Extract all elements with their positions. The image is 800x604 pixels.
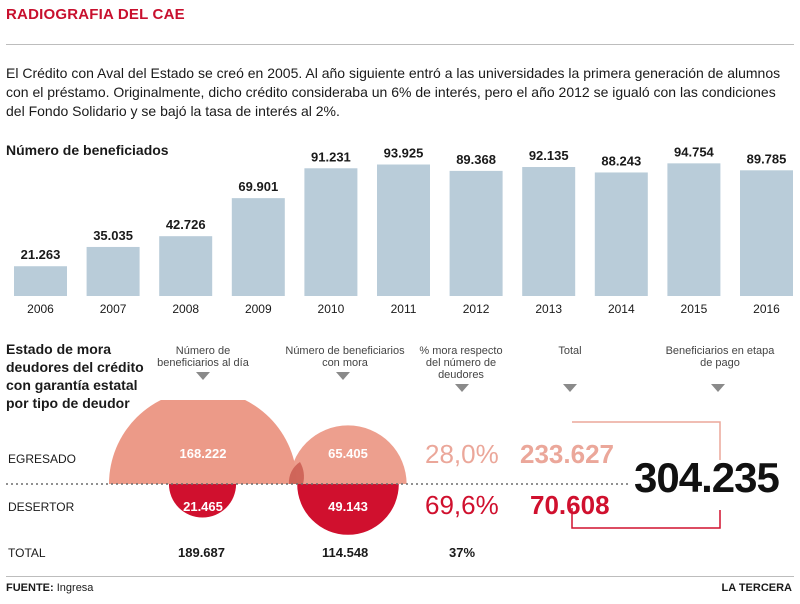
label-desertor-al-dia: 21.465: [183, 499, 223, 514]
bar-2010: [304, 168, 358, 296]
bar-2008: [159, 236, 213, 296]
bar-value-label: 69.901: [238, 179, 278, 194]
col-head-pct: % mora respecto del número de deudores: [419, 345, 503, 381]
divider: [6, 44, 794, 45]
x-tick-label: 2014: [608, 302, 635, 316]
grand-total: 304.235: [634, 454, 780, 501]
divider: [6, 576, 794, 577]
bar-2012: [449, 170, 503, 296]
chart-title: RADIOGRAFIA DEL CAE: [6, 6, 185, 23]
bar-value-label: 89.785: [747, 151, 787, 166]
bracket-desertor: [571, 508, 721, 529]
total-al-dia: 189.687: [178, 545, 225, 560]
bar-value-label: 35.035: [93, 228, 133, 243]
col-head-al-dia: Número de beneficiarios al día: [157, 345, 249, 369]
x-tick-label: 2011: [391, 302, 417, 316]
arrow-down-icon: [455, 384, 469, 392]
semicircle-egresado-al-dia: [109, 400, 297, 484]
mora-chart: 168.222 65.405 21.465 49.143: [6, 400, 721, 535]
semicircle-egresado-mora: [289, 425, 407, 484]
bar-value-label: 88.243: [601, 153, 641, 168]
bar-2007: [86, 246, 140, 296]
label-egresado-al-dia: 168.222: [180, 446, 227, 461]
source-name: Ingresa: [56, 582, 94, 594]
label-egresado-mora: 65.405: [328, 446, 368, 461]
bar-value-label: 94.754: [674, 144, 715, 159]
bar-value-label: 93.925: [384, 146, 424, 161]
pct-egresado: 28,0%: [425, 439, 499, 469]
bar-value-label: 21.263: [21, 247, 61, 262]
col-head-mora: Número de beneficiarios con mora: [285, 345, 405, 369]
total-pct: 37%: [449, 545, 476, 560]
source-label: FUENTE:: [6, 582, 54, 594]
bracket-egresado: [572, 421, 721, 460]
bar-value-label: 91.231: [311, 149, 351, 164]
bar-chart: 21.263 2006 35.035 2007 42.726 2008 69.901 2009…: [14, 144, 793, 316]
total-desertor: 70.608: [530, 490, 610, 520]
row-label-desertor: DESERTOR: [8, 500, 75, 514]
row-label-total: TOTAL: [8, 546, 46, 560]
col-head-etapa-pago: Beneficiarios en etapa de pago: [665, 345, 775, 369]
bar-chart-title: Número de beneficiados: [6, 142, 169, 158]
arrow-down-icon: [711, 384, 725, 392]
pct-desertor: 69,6%: [425, 490, 499, 520]
total-egresado: 233.627: [520, 439, 614, 469]
brand-logo: LA TERCERA: [721, 582, 792, 594]
overlap-area: [288, 462, 304, 484]
bar-2006: [14, 266, 67, 296]
x-tick-label: 2006: [27, 302, 54, 316]
total-mora: 114.548: [322, 545, 369, 560]
x-tick-label: 2008: [172, 302, 199, 316]
semicircle-desertor-al-dia: [168, 484, 237, 518]
semicircle-desertor-mora: [297, 484, 399, 535]
arrow-down-icon: [336, 372, 350, 380]
bar-2015: [667, 163, 721, 296]
arrow-down-icon: [196, 372, 210, 380]
col-head-total: Total: [558, 345, 582, 357]
x-tick-label: 2010: [318, 302, 345, 316]
row-label-egresado: EGRESADO: [8, 452, 77, 466]
bar-value-label: 89.368: [456, 152, 496, 167]
x-tick-label: 2016: [753, 302, 780, 316]
intro-text: El Crédito con Aval del Estado se creó e…: [6, 65, 781, 119]
bar-2013: [522, 167, 576, 296]
label-desertor-mora: 49.143: [328, 499, 368, 514]
source-note: FUENTE: Ingresa: [6, 582, 93, 594]
x-tick-label: 2013: [535, 302, 562, 316]
mora-section-title: Estado de mora deudores del crédito con …: [6, 341, 144, 411]
bar-value-label: 92.135: [529, 148, 569, 163]
x-tick-label: 2012: [463, 302, 490, 316]
bar-value-label: 42.726: [166, 217, 206, 232]
arrow-down-icon: [563, 384, 577, 392]
x-tick-label: 2015: [681, 302, 708, 316]
bar-2016: [740, 170, 793, 296]
x-tick-label: 2007: [100, 302, 127, 316]
bar-2009: [231, 198, 285, 296]
bar-2014: [594, 172, 648, 296]
bar-2011: [377, 164, 430, 296]
x-tick-label: 2009: [245, 302, 272, 316]
